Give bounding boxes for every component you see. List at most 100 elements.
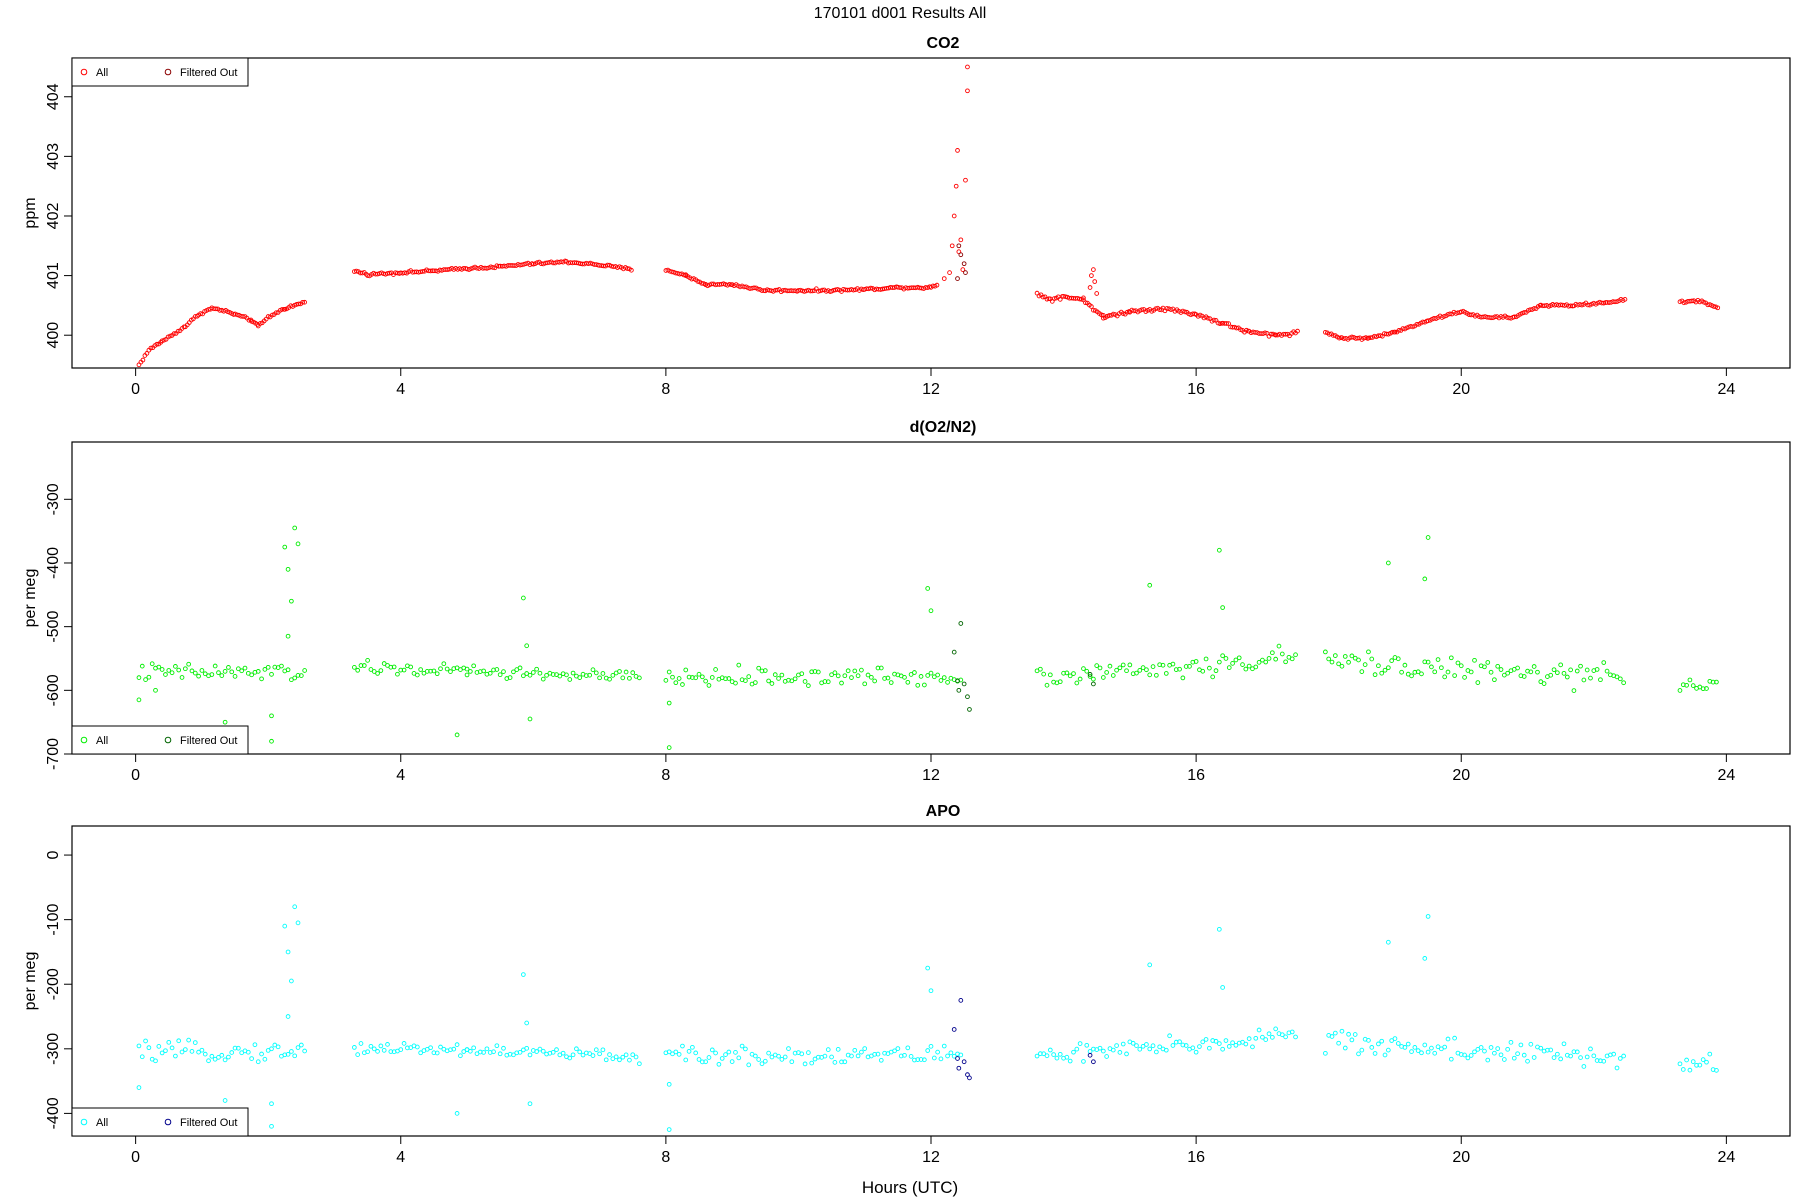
y-tick-label: -300 [45, 1033, 62, 1065]
x-tick-label: 0 [131, 381, 140, 398]
data-point [375, 671, 380, 676]
data-point [431, 1050, 437, 1056]
data-point [1689, 298, 1695, 304]
data-point [1326, 331, 1332, 337]
data-point [249, 672, 254, 678]
data-point [358, 1041, 364, 1046]
data-point [444, 666, 450, 672]
data-point [285, 667, 291, 673]
data-point [428, 1045, 433, 1051]
data-point [196, 673, 201, 679]
data-point [521, 673, 526, 679]
y-tick-label: 402 [45, 203, 62, 230]
data-point [182, 666, 188, 672]
data-point [1329, 659, 1335, 665]
data-point [1548, 1047, 1554, 1053]
data-point [1468, 1053, 1474, 1058]
data-point [1359, 1047, 1365, 1053]
data-point [1326, 656, 1332, 662]
data-point [1091, 676, 1096, 682]
data-point [464, 672, 470, 678]
data-point [680, 1043, 685, 1049]
data-point [1598, 677, 1603, 683]
data-point [1110, 311, 1116, 317]
data-point [1419, 671, 1424, 677]
data-point [1100, 675, 1106, 680]
data-point [1124, 1051, 1129, 1057]
data-point [1061, 670, 1066, 676]
data-point [166, 668, 172, 673]
data-point [1205, 315, 1211, 321]
data-point [958, 621, 964, 626]
data-point [1511, 314, 1517, 320]
data-point [1293, 1034, 1298, 1040]
data-point [956, 687, 962, 693]
data-point [232, 1045, 238, 1051]
y-tick-label: 401 [45, 262, 62, 289]
data-point [249, 1056, 254, 1061]
data-point [1279, 651, 1285, 657]
data-point [1558, 1056, 1564, 1062]
data-point [285, 1014, 291, 1019]
data-point [1087, 285, 1093, 290]
data-point [295, 1045, 301, 1050]
data-point [630, 670, 636, 675]
data-point [1535, 669, 1540, 675]
data-point [1034, 1053, 1040, 1059]
legend-box [71, 1107, 249, 1137]
data-point [1684, 682, 1689, 688]
data-point [590, 667, 596, 673]
data-point [1617, 1056, 1623, 1061]
data-point [302, 299, 307, 305]
data-point [1622, 297, 1628, 302]
data-point [1349, 334, 1355, 340]
data-point [938, 678, 944, 683]
plot-frame [71, 57, 1791, 369]
data-point [941, 1043, 947, 1049]
data-point [779, 1057, 785, 1062]
data-point [401, 1041, 407, 1046]
x-tick-label: 16 [1187, 767, 1205, 784]
data-point [1511, 1055, 1517, 1061]
data-point [464, 666, 470, 672]
data-point [1349, 653, 1355, 659]
data-point [1425, 659, 1431, 665]
data-point [1263, 659, 1269, 665]
data-point [175, 328, 181, 334]
data-point [810, 288, 815, 294]
data-point [1124, 668, 1129, 674]
data-point [501, 1045, 506, 1051]
data-point [1568, 1053, 1573, 1059]
data-point [1588, 675, 1593, 681]
data-point [1213, 1038, 1219, 1044]
data-point [273, 310, 279, 316]
data-point [194, 313, 200, 319]
data-point [1448, 1056, 1454, 1062]
data-point [908, 672, 914, 677]
data-point [395, 270, 400, 276]
data-point [1051, 296, 1057, 301]
data-point [371, 669, 377, 674]
data-point [1097, 1045, 1103, 1051]
data-point [958, 1052, 964, 1058]
data-point [719, 1056, 725, 1061]
data-point [1468, 312, 1474, 318]
data-point [666, 1127, 672, 1132]
legend-label: All [96, 735, 108, 747]
data-point [1044, 682, 1050, 688]
data-point [1564, 674, 1570, 680]
data-point [941, 675, 947, 680]
data-point [1190, 1045, 1196, 1051]
data-point [285, 1051, 291, 1057]
data-point [477, 1049, 483, 1055]
data-point [295, 541, 301, 547]
data-point [1501, 1057, 1507, 1062]
data-point [822, 1053, 828, 1059]
data-point [779, 672, 785, 678]
data-point [617, 669, 622, 674]
data-point [945, 679, 950, 685]
data-point [1561, 670, 1567, 676]
data-point [799, 1051, 805, 1057]
data-point [199, 1047, 205, 1053]
data-point [1714, 679, 1719, 685]
